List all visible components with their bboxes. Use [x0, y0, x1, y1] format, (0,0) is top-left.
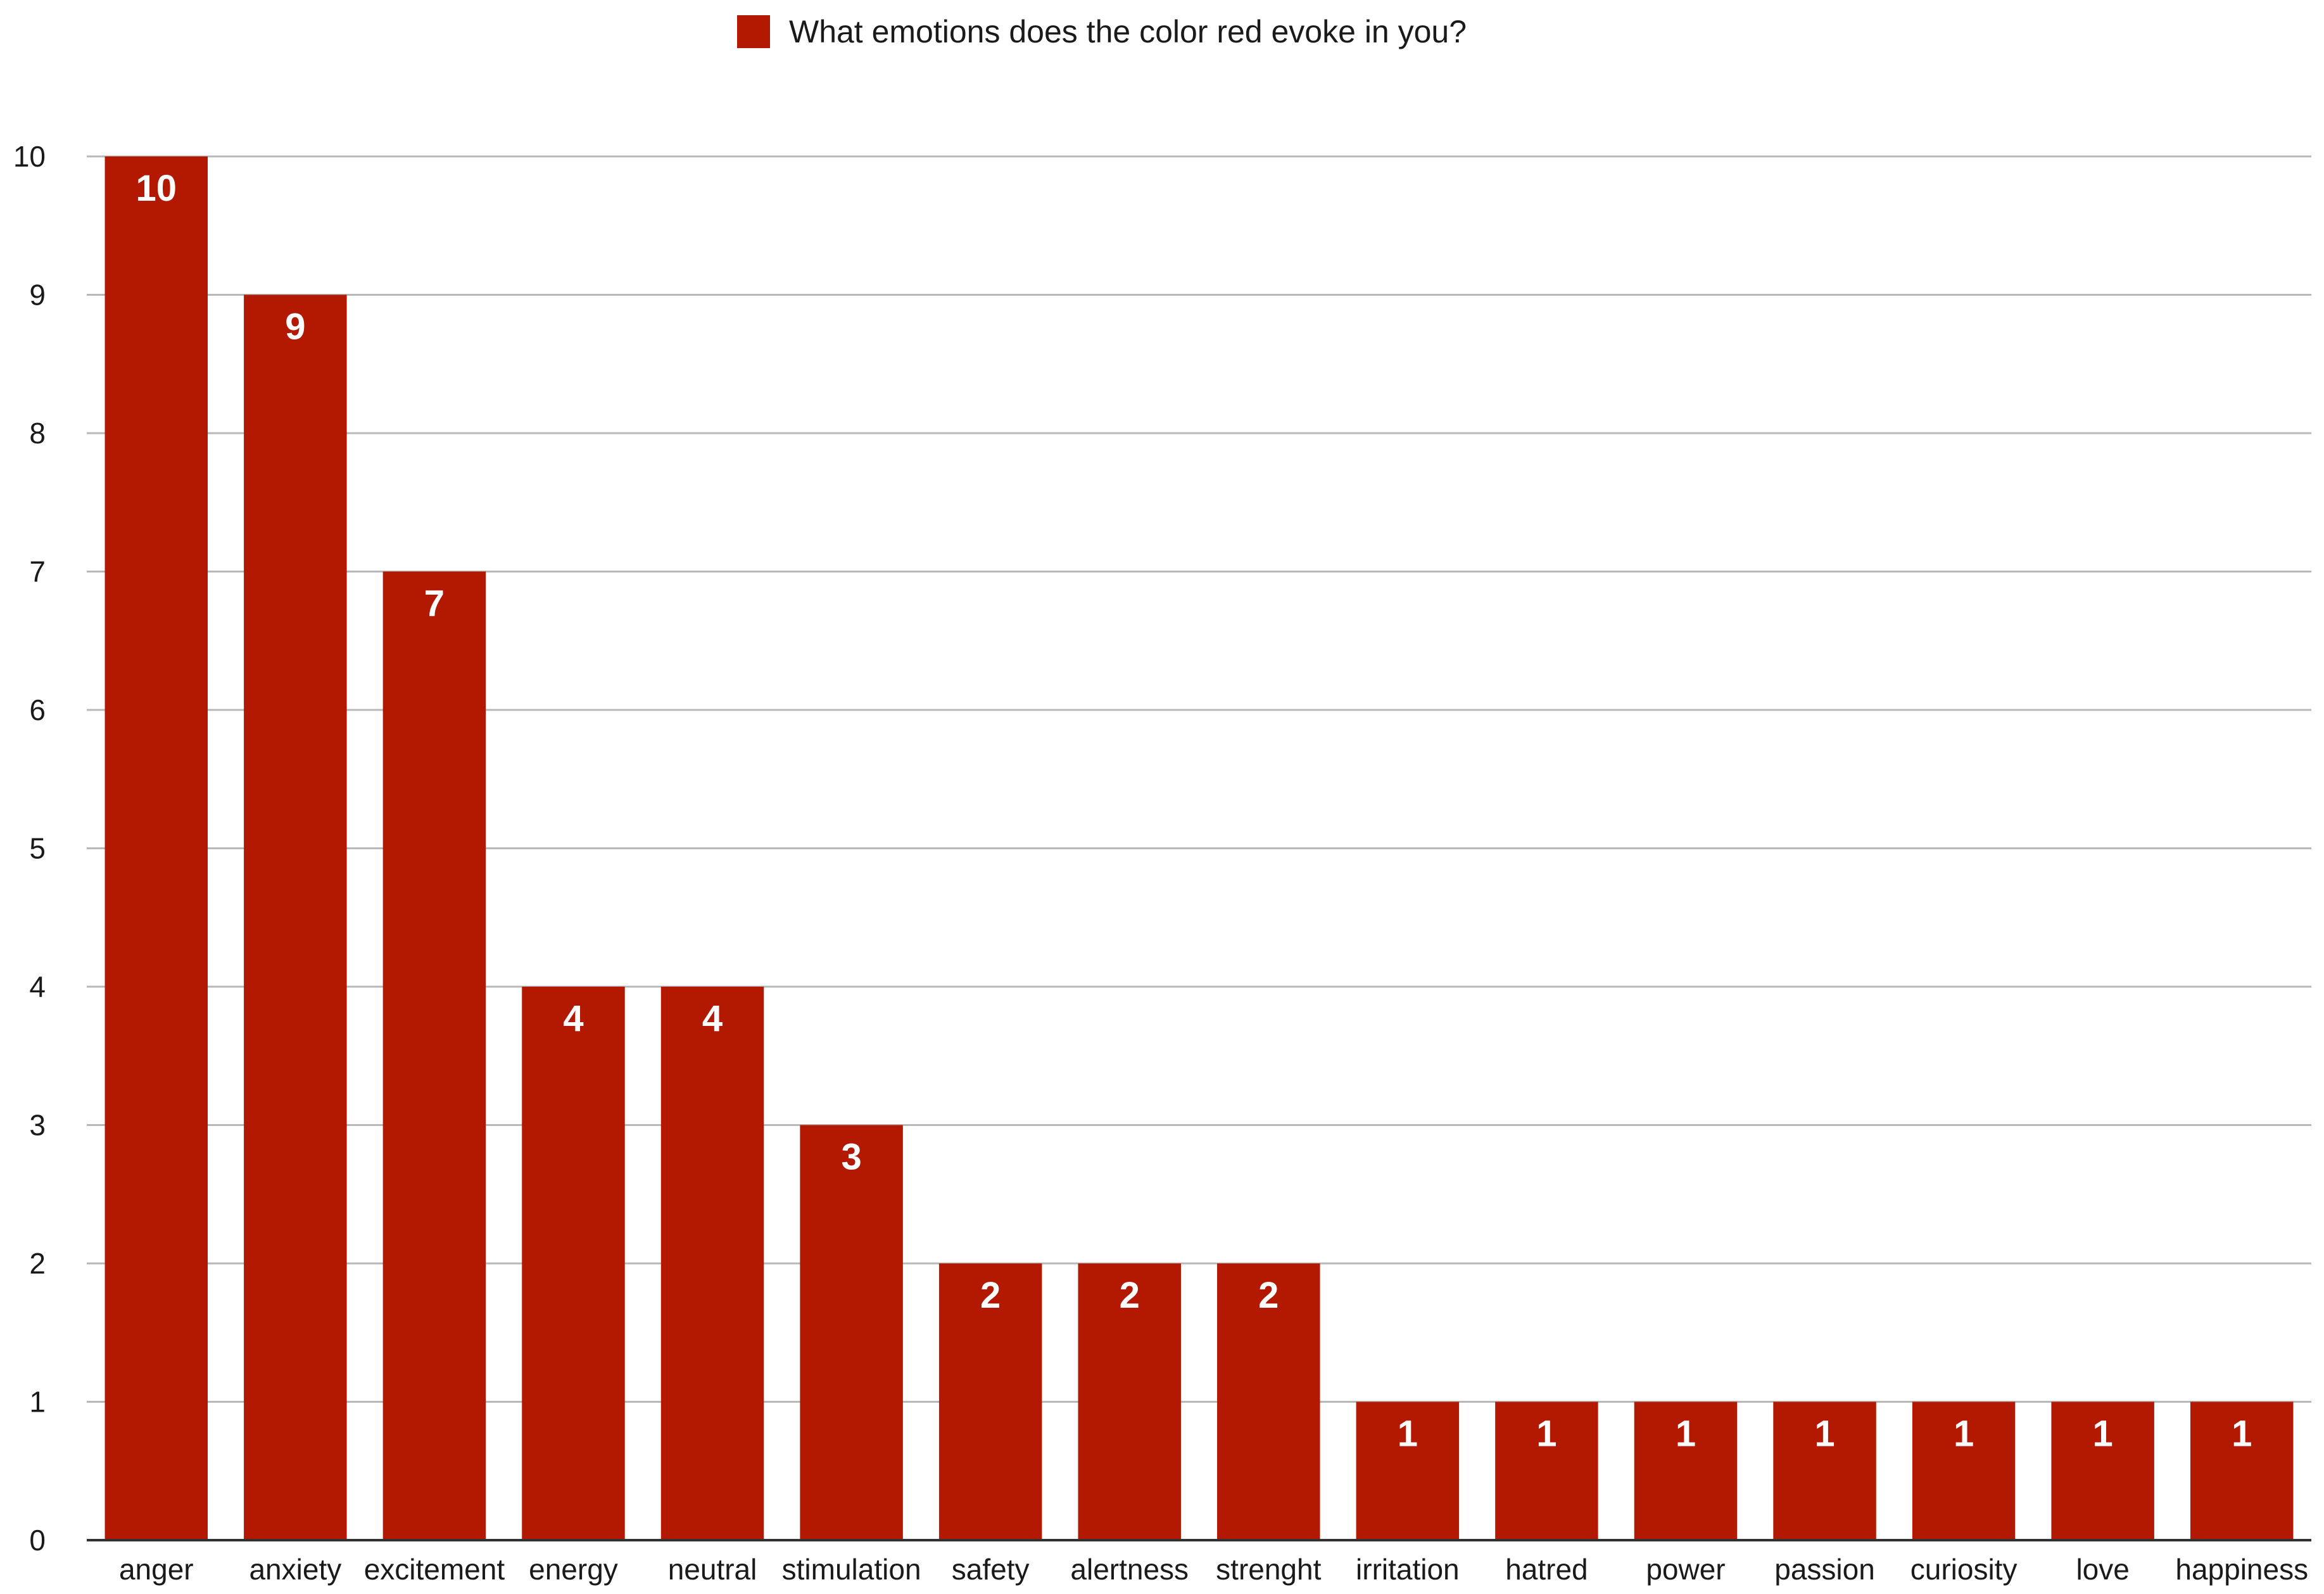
data-label-excitement: 7	[424, 583, 445, 624]
data-label-safety: 2	[980, 1275, 1001, 1316]
y-tick-label-2: 2	[29, 1247, 46, 1280]
x-tick-label-hatred: hatred	[1505, 1553, 1588, 1586]
bars	[104, 156, 2294, 1540]
bar-stimulation	[800, 1125, 903, 1540]
bar-anxiety	[244, 294, 347, 1540]
bar-alertness	[1078, 1263, 1181, 1540]
data-label-strenght: 2	[1258, 1275, 1279, 1316]
x-tick-label-strenght: strenght	[1216, 1553, 1321, 1586]
data-label-stimulation: 3	[841, 1137, 861, 1178]
legend-swatch	[737, 15, 770, 48]
y-tick-label-3: 3	[29, 1109, 46, 1142]
y-tick-label-0: 0	[29, 1524, 46, 1557]
x-tick-label-curiosity: curiosity	[1910, 1553, 2018, 1586]
data-labels: 10 9 7 4 4 3 2 2 2 1 1 1 1 1 1 1	[136, 168, 2252, 1455]
bar-curiosity	[1912, 1401, 2016, 1540]
bar-power	[1634, 1401, 1738, 1540]
data-label-alertness: 2	[1120, 1275, 1140, 1316]
y-tick-label-8: 8	[29, 417, 46, 450]
data-label-hatred: 1	[1536, 1414, 1557, 1455]
bar-love	[2051, 1401, 2154, 1540]
data-label-passion: 1	[1814, 1414, 1835, 1455]
x-tick-label-safety: safety	[952, 1553, 1030, 1586]
y-tick-label-4: 4	[29, 970, 46, 1003]
bar-neutral	[660, 987, 764, 1540]
y-tick-label-1: 1	[29, 1386, 46, 1419]
bar-hatred	[1495, 1401, 1598, 1540]
y-tick-label-9: 9	[29, 279, 46, 312]
x-tick-label-excitement: excitement	[364, 1553, 505, 1586]
bar-excitement	[382, 571, 486, 1540]
x-tick-label-anger: anger	[119, 1553, 194, 1586]
bar-anger	[104, 156, 208, 1540]
x-tick-label-alertness: alertness	[1070, 1553, 1189, 1586]
bar-energy	[522, 987, 625, 1540]
x-tick-label-love: love	[2076, 1553, 2129, 1586]
x-tick-label-irritation: irritation	[1356, 1553, 1460, 1586]
bar-strenght	[1217, 1263, 1320, 1540]
legend: What emotions does the color red evoke i…	[737, 14, 1467, 49]
bar-passion	[1773, 1401, 1876, 1540]
legend-label: What emotions does the color red evoke i…	[789, 14, 1467, 49]
bar-irritation	[1356, 1401, 1460, 1540]
x-tick-label-happiness: happiness	[2175, 1553, 2308, 1586]
y-tick-label-7: 7	[29, 555, 46, 588]
data-label-curiosity: 1	[1954, 1414, 1974, 1455]
data-label-anxiety: 9	[285, 307, 305, 348]
y-axis: 0 1 2 3 4 5 6 7 8 9 10	[13, 140, 46, 1557]
data-label-irritation: 1	[1398, 1414, 1418, 1455]
bar-safety	[938, 1263, 1042, 1540]
data-label-neutral: 4	[702, 998, 723, 1039]
y-tick-label-5: 5	[29, 832, 46, 865]
x-tick-label-neutral: neutral	[668, 1553, 757, 1586]
y-tick-label-6: 6	[29, 693, 46, 726]
data-label-love: 1	[2093, 1414, 2113, 1455]
bar-happiness	[2190, 1401, 2294, 1540]
x-axis: anger anxiety excitement energy neutral stimu…	[87, 1539, 2311, 1586]
x-tick-label-energy: energy	[529, 1553, 618, 1586]
data-label-anger: 10	[136, 168, 177, 209]
data-label-happiness: 1	[2232, 1414, 2252, 1455]
x-tick-label-power: power	[1646, 1553, 1725, 1586]
x-tick-label-stimulation: stimulation	[782, 1553, 921, 1586]
x-tick-label-passion: passion	[1774, 1553, 1875, 1586]
y-tick-label-10: 10	[13, 140, 46, 173]
x-tick-label-anxiety: anxiety	[249, 1553, 341, 1586]
data-label-energy: 4	[563, 998, 583, 1039]
data-label-power: 1	[1676, 1414, 1696, 1455]
